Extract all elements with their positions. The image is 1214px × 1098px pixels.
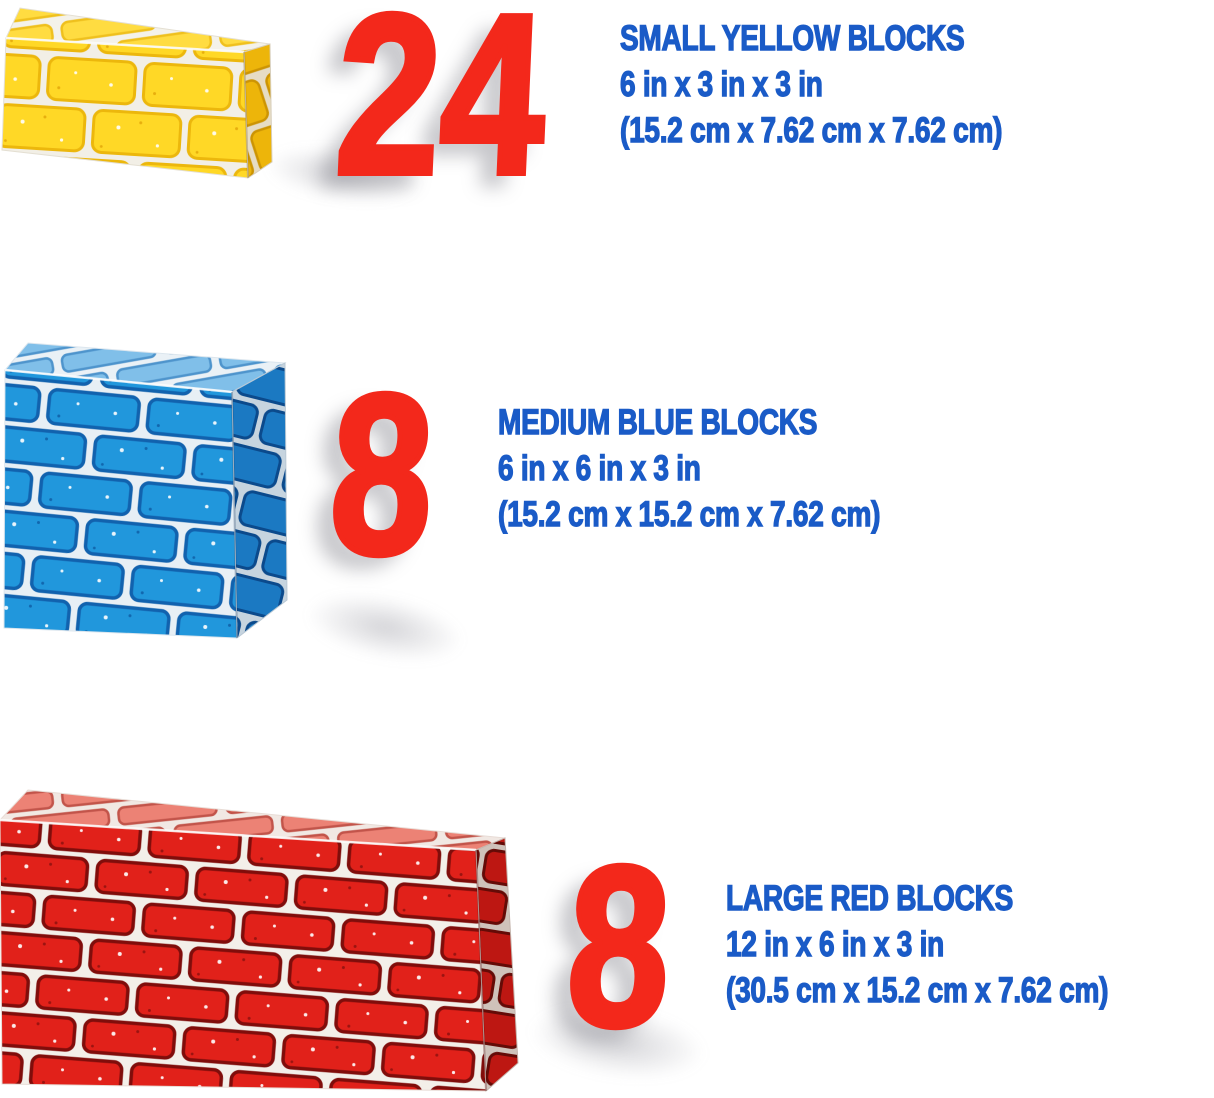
spec-small-yellow: SMALL YELLOW BLOCKS 6 in x 3 in x 3 in (…	[619, 16, 1003, 154]
block-title: SMALL YELLOW BLOCKS	[619, 18, 965, 58]
yellow-brick-block-icon	[1, 7, 273, 179]
dimensions-inches: 12 in x 6 in x 3 in	[725, 924, 944, 964]
spec-large-red: LARGE RED BLOCKS 12 in x 6 in x 3 in (30…	[725, 876, 1109, 1014]
dimensions-cm: (30.5 cm x 15.2 cm x 7.62 cm)	[725, 970, 1109, 1010]
block-title: MEDIUM BLUE BLOCKS	[497, 402, 818, 442]
count-small-yellow: 24	[329, 0, 553, 225]
red-brick-block-icon	[0, 789, 519, 1093]
large-red-block-image	[0, 768, 525, 1098]
dimensions-cm: (15.2 cm x 7.62 cm x 7.62 cm)	[619, 110, 1003, 150]
dimensions-cm: (15.2 cm x 15.2 cm x 7.62 cm)	[497, 494, 881, 534]
block-title: LARGE RED BLOCKS	[725, 878, 1014, 918]
small-yellow-block-image	[0, 0, 280, 205]
spec-medium-blue: MEDIUM BLUE BLOCKS 6 in x 6 in x 3 in (1…	[497, 400, 881, 538]
count-medium-blue: 8	[323, 345, 440, 604]
medium-blue-block-image	[0, 338, 300, 653]
blue-brick-block-icon	[3, 342, 288, 639]
count-large-red: 8	[560, 817, 677, 1076]
dimensions-inches: 6 in x 6 in x 3 in	[497, 448, 701, 488]
dimensions-inches: 6 in x 3 in x 3 in	[619, 64, 823, 104]
